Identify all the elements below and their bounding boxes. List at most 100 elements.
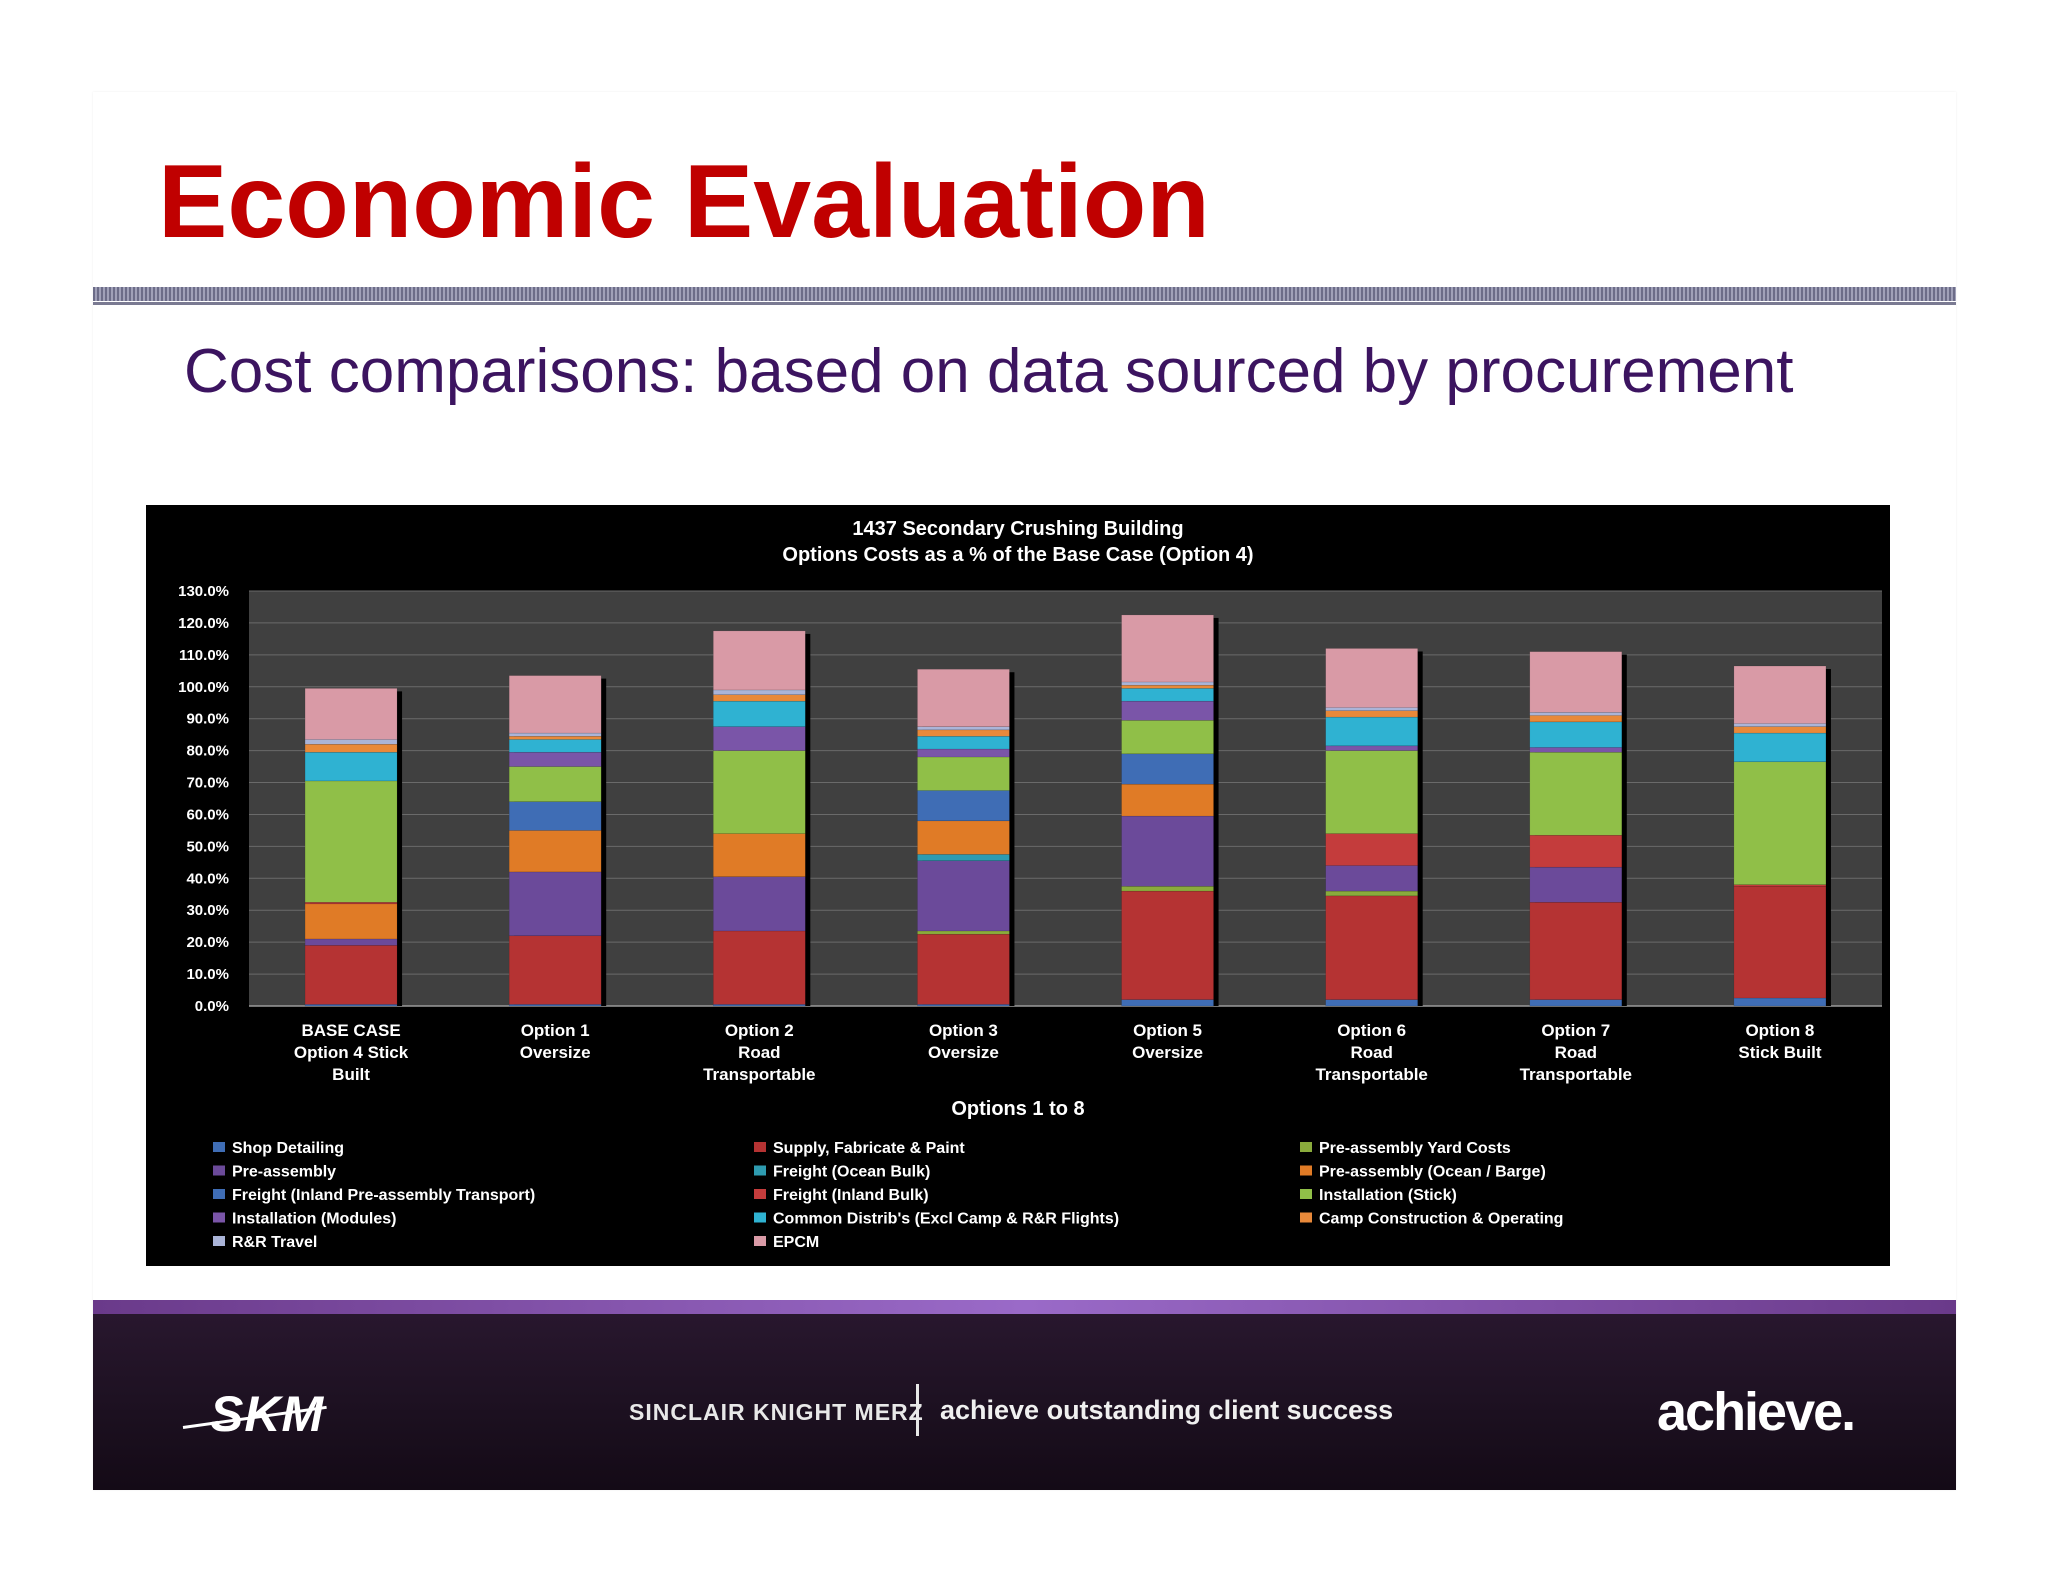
bar-segment — [1121, 890, 1214, 1000]
bar-segment — [1325, 895, 1418, 1000]
bar-segment — [713, 930, 806, 1005]
bar-segment — [1121, 783, 1214, 817]
bar-segment — [1121, 999, 1214, 1007]
bar-segment — [304, 743, 398, 753]
achieve-logo: achieve. — [1657, 1382, 1856, 1442]
x-tick-label: Road — [1555, 1043, 1598, 1062]
bar-segment — [1733, 886, 1827, 999]
y-tick-label: 0.0% — [195, 998, 229, 1015]
bar-segment — [713, 876, 806, 932]
bar-segment — [1529, 834, 1623, 868]
bar-segment — [917, 933, 1010, 1005]
legend-label: Shop Detailing — [232, 1140, 344, 1157]
bar-segment — [917, 736, 1010, 750]
x-tick-label: Transportable — [1315, 1065, 1427, 1084]
bar-segment — [508, 751, 602, 767]
bar-segment — [1325, 648, 1418, 708]
legend-swatch — [1300, 1165, 1312, 1176]
bar-segment — [1325, 833, 1418, 866]
footer-accent-band — [93, 1300, 1956, 1314]
legend-swatch — [754, 1212, 766, 1223]
bar-segment — [1325, 745, 1418, 751]
bar-segment — [917, 748, 1010, 758]
legend-swatch — [754, 1236, 766, 1246]
y-tick-label: 70.0% — [186, 775, 229, 792]
bar-segment — [713, 689, 806, 695]
chart-title: 1437 Secondary Crushing Building — [852, 518, 1183, 540]
y-tick-label: 100.0% — [178, 679, 229, 696]
x-tick-label: Option 2 — [725, 1021, 794, 1040]
bar-segment — [1325, 750, 1418, 834]
y-tick-label: 10.0% — [186, 966, 229, 983]
bar-segment — [304, 688, 398, 740]
y-tick-label: 80.0% — [186, 743, 229, 760]
x-tick-label: Option 4 Stick — [294, 1043, 409, 1062]
bar-segment — [1121, 684, 1214, 689]
legend-label: R&R Travel — [232, 1234, 317, 1251]
legend-label: Freight (Inland Bulk) — [773, 1187, 929, 1204]
legend-label: Pre-assembly — [232, 1164, 336, 1181]
bar-segment — [1529, 715, 1623, 723]
bar-segment — [1121, 720, 1214, 755]
y-tick-label: 130.0% — [178, 583, 229, 600]
company-name: SINCLAIR KNIGHT MERZ — [629, 1399, 924, 1425]
bar-segment — [1325, 716, 1418, 747]
bar-segment — [1529, 751, 1623, 836]
y-tick-label: 50.0% — [186, 838, 229, 855]
bar-segment — [713, 833, 806, 877]
bar-segment — [1733, 997, 1827, 1007]
bar-segment — [1529, 721, 1623, 748]
x-tick-label: Option 8 — [1745, 1021, 1814, 1040]
legend-label: Freight (Inland Pre-assembly Transport) — [232, 1187, 535, 1204]
y-tick-label: 40.0% — [186, 870, 229, 887]
bar-segment — [304, 903, 398, 940]
bar-segment — [1325, 999, 1418, 1007]
legend-label: Supply, Fabricate & Paint — [773, 1140, 965, 1157]
footer-bar — [93, 1300, 1956, 1490]
bar-segment — [508, 675, 602, 734]
footer-tagline: achieve outstanding client success — [940, 1395, 1394, 1425]
bar-segment — [508, 801, 602, 831]
title-rule — [93, 287, 1956, 301]
bar-segment — [1529, 651, 1623, 713]
bar-segment — [713, 694, 806, 702]
y-tick-label: 30.0% — [186, 902, 229, 919]
legend-label: Pre-assembly (Ocean / Barge) — [1319, 1164, 1546, 1181]
bar-segment — [917, 726, 1010, 731]
bar-segment — [713, 630, 806, 691]
bar-segment — [1121, 753, 1214, 785]
chart-panel: 1437 Secondary Crushing Building Options … — [146, 505, 1890, 1266]
bar-segment — [1733, 732, 1827, 763]
plot-area — [249, 591, 1882, 1006]
bar-segment — [1733, 884, 1827, 887]
x-tick-label: Option 5 — [1133, 1021, 1202, 1040]
x-tick-label: Oversize — [520, 1043, 591, 1062]
y-tick-label: 110.0% — [179, 647, 229, 664]
bar-segment — [1529, 999, 1623, 1007]
bar-segment — [713, 726, 806, 751]
x-tick-label: Option 3 — [929, 1021, 998, 1040]
bar-segment — [304, 751, 398, 782]
x-tick-label: Oversize — [928, 1043, 999, 1062]
bar-segment — [917, 860, 1010, 932]
bar-segment — [1529, 866, 1623, 903]
bar-segment — [1733, 665, 1827, 724]
legend-label: Freight (Ocean Bulk) — [773, 1164, 930, 1181]
x-tick-label: Road — [1350, 1043, 1393, 1062]
legend-label: Installation (Modules) — [232, 1211, 396, 1228]
stacked-bar-chart: 1437 Secondary Crushing Building Options … — [178, 518, 1882, 1251]
bar-segment — [1121, 886, 1214, 892]
bar-segment — [1529, 902, 1623, 1000]
legend-swatch — [213, 1236, 225, 1246]
bar-segment — [304, 938, 398, 946]
legend-swatch — [213, 1165, 225, 1176]
bar-segment — [1121, 688, 1214, 702]
legend-swatch — [754, 1189, 766, 1199]
legend-swatch — [213, 1212, 225, 1223]
x-tick-label: BASE CASE — [301, 1021, 400, 1040]
bar-segment — [917, 820, 1010, 855]
bar-segment — [1733, 761, 1827, 885]
y-tick-label: 20.0% — [186, 934, 229, 951]
bar-segment — [1733, 723, 1827, 727]
bar-segment — [508, 935, 602, 1005]
